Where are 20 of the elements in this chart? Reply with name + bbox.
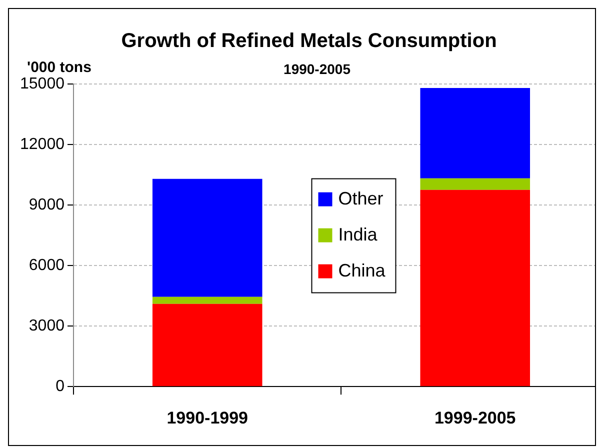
bar [152,178,262,297]
y-axis-title: '000 tons [27,59,92,76]
y-tick-label: 12000 [20,136,65,153]
bar [420,190,530,386]
legend-label: Other [338,188,384,208]
chart-title: Growth of Refined Metals Consumption [121,30,497,52]
legend-label: China [338,260,386,280]
y-tick-label: 9000 [28,196,65,214]
bar [420,178,530,190]
y-tick-label: 0 [56,378,65,396]
bar [420,88,530,178]
bar [152,296,262,304]
x-tick-label: 1990-1999 [166,408,248,428]
chart-subtitle: 1990-2005 [284,61,351,77]
x-tick-label: 1999-2005 [434,408,516,428]
bar [152,304,262,386]
y-tick-label: 15000 [20,75,65,92]
legend-label: India [338,224,378,244]
y-tick-label: 6000 [28,256,65,274]
y-tick-label: 3000 [28,317,65,334]
